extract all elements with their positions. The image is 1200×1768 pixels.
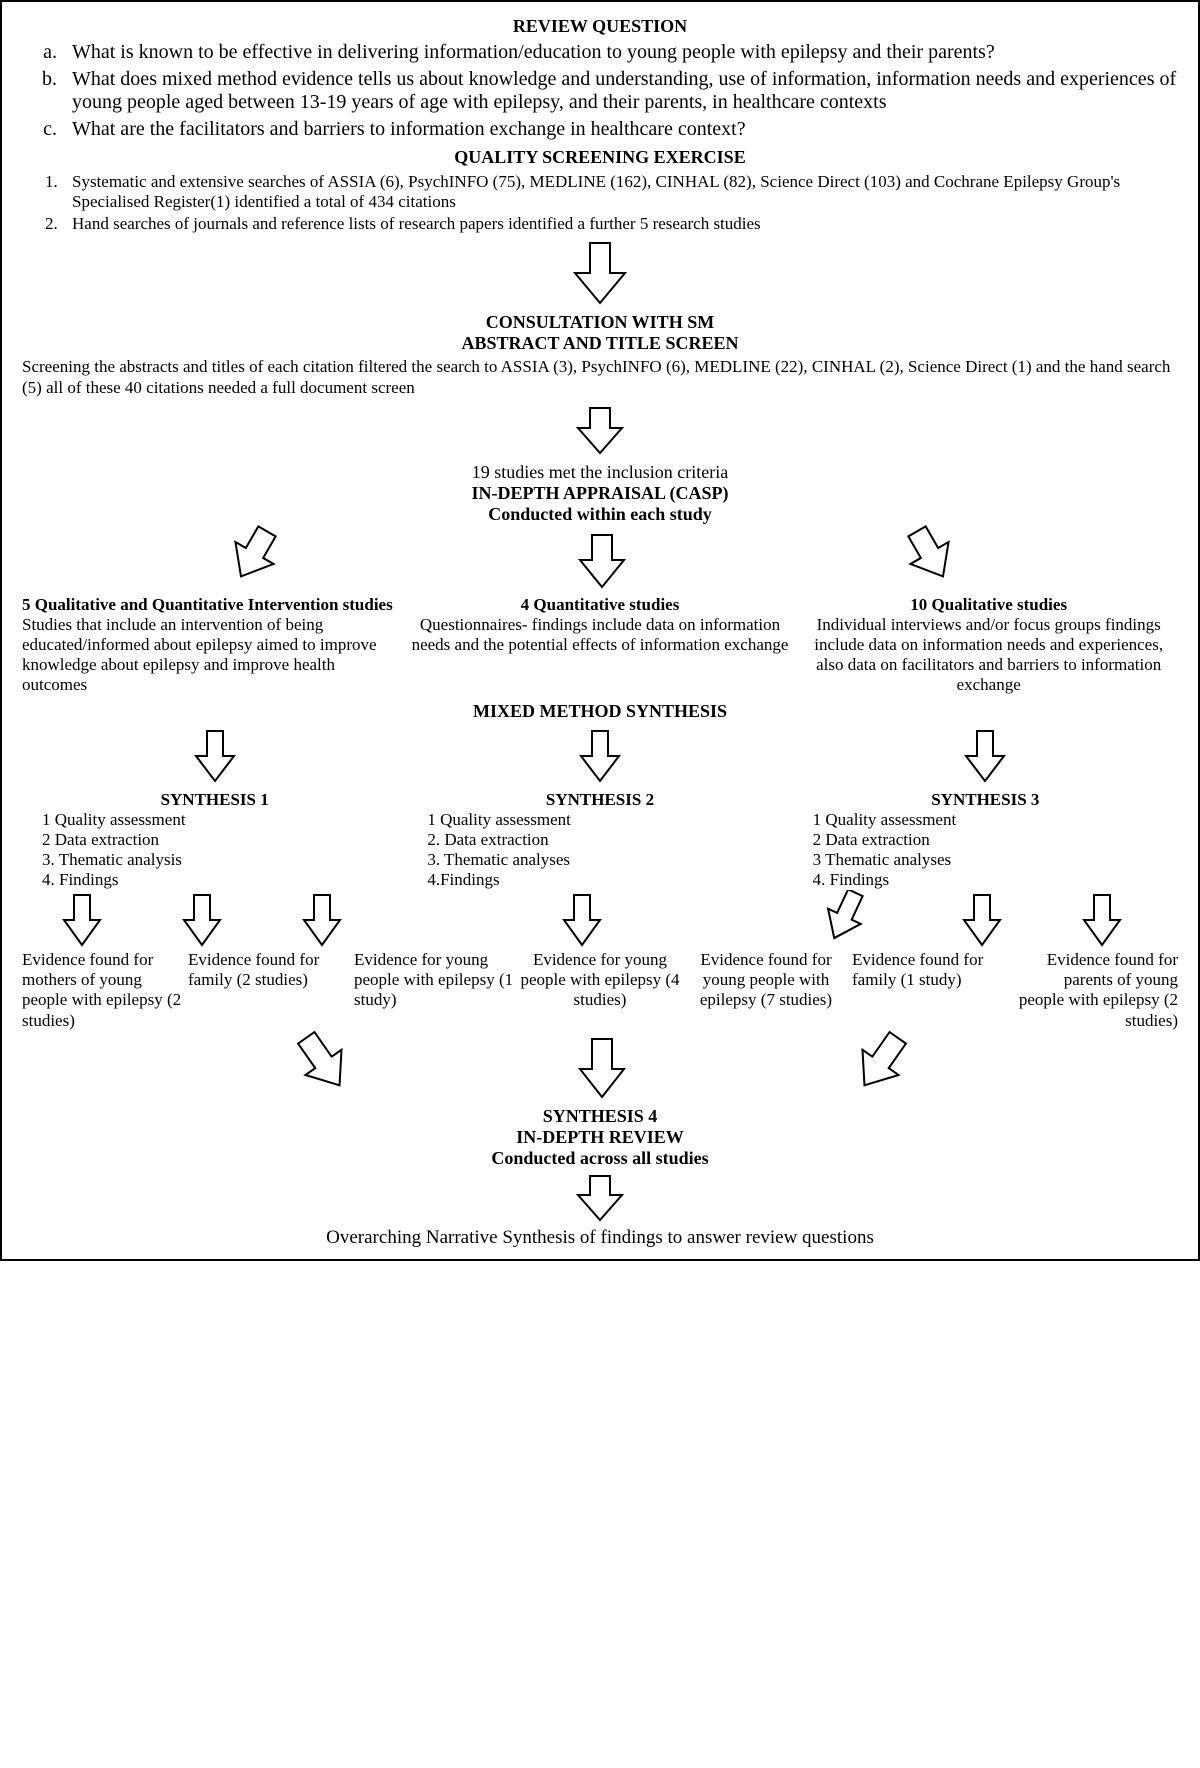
synthesis-item: 1 Quality assessment [813,810,1158,830]
synthesis-item: 3. Thematic analysis [42,850,387,870]
synthesis-item: 1 Quality assessment [42,810,387,830]
arrow-down-icon [575,726,625,786]
quality-screening-title: QUALITY SCREENING EXERCISE [22,147,1178,168]
synthesis-heading: SYNTHESIS 3 [813,790,1158,810]
evidence-text: Evidence found for young people with epi… [686,950,846,1011]
consultation-text: Screening the abstracts and titles of ea… [22,356,1178,399]
consultation-title-1: CONSULTATION WITH SM [22,312,1178,333]
appraisal-line2: IN-DEPTH APPRAISAL (CASP) [22,483,1178,504]
evidence-text: Evidence found for mothers of young peop… [22,950,182,1032]
synthesis-row: SYNTHESIS 1 1 Quality assessment 2 Data … [22,790,1178,890]
evidence-col: Evidence found for young people with epi… [686,950,846,1032]
evidence-text: Evidence found for family (1 study) [852,950,1012,991]
final-text: Overarching Narrative Synthesis of findi… [22,1227,1178,1249]
group-heading: 4 Quantitative studies [411,595,790,615]
evidence-col: Evidence for young people with epilepsy … [520,950,680,1032]
synthesis-1: SYNTHESIS 1 1 Quality assessment 2 Data … [22,790,407,890]
review-question-title: REVIEW QUESTION [22,16,1178,37]
synthesis-heading: SYNTHESIS 1 [42,790,387,810]
appraisal-line1: 19 studies met the inclusion criteria [22,462,1178,483]
list-item: Systematic and extensive searches of ASS… [62,172,1178,212]
arrow-down-icon [960,726,1010,786]
evidence-text: Evidence for young people with epilepsy … [354,950,514,1011]
list-item: What is known to be effective in deliver… [62,41,1178,64]
evidence-text: Evidence for young people with epilepsy … [520,950,680,1011]
synthesis-item: 2 Data extraction [42,830,387,850]
study-groups-row: 5 Qualitative and Quantitative Intervent… [22,595,1178,695]
group-heading: 5 Qualitative and Quantitative Intervent… [22,595,401,615]
synthesis-item: 3 Thematic analyses [813,850,1158,870]
review-question-list: What is known to be effective in deliver… [62,41,1178,141]
evidence-col: Evidence found for parents of young peop… [1018,950,1178,1032]
synthesis-item: 2. Data extraction [427,830,772,850]
group-text: Studies that include an intervention of … [22,615,401,695]
flowchart-page: REVIEW QUESTION What is known to be effe… [0,0,1200,1261]
synthesis-item: 4. Findings [813,870,1158,890]
study-group-2: 4 Quantitative studies Questionnaires- f… [411,595,790,695]
evidence-col: Evidence found for mothers of young peop… [22,950,182,1032]
list-item: What are the facilitators and barriers t… [62,118,1178,141]
synthesis4-line3: Conducted across all studies [22,1148,1178,1169]
arrow-down-icon [565,238,635,308]
synthesis4-line2: IN-DEPTH REVIEW [22,1127,1178,1148]
appraisal-line3: Conducted within each study [22,504,1178,525]
arrow-row [22,726,1178,786]
synthesis4-line1: SYNTHESIS 4 [22,1106,1178,1127]
branch-arrows-icon [22,525,1182,595]
synthesis-item: 3. Thematic analyses [427,850,772,870]
evidence-text: Evidence found for parents of young peop… [1018,950,1178,1032]
group-text: Individual interviews and/or focus group… [799,615,1178,695]
synthesis-heading: SYNTHESIS 2 [427,790,772,810]
study-group-3: 10 Qualitative studies Individual interv… [799,595,1178,695]
synthesis-item: 4. Findings [42,870,387,890]
group-heading: 10 Qualitative studies [799,595,1178,615]
group-text: Questionnaires- findings include data on… [411,615,790,655]
arrow-down-icon [570,403,630,458]
list-item: What does mixed method evidence tells us… [62,68,1178,114]
arrow-down-icon [190,726,240,786]
consultation-title-2: ABSTRACT AND TITLE SCREEN [22,333,1178,354]
arrow-down-icon [570,1173,630,1223]
synthesis-3: SYNTHESIS 3 1 Quality assessment 2 Data … [793,790,1178,890]
evidence-col: Evidence found for family (2 studies) [188,950,348,1032]
evidence-arrows-icon [22,890,1182,950]
evidence-col: Evidence for young people with epilepsy … [354,950,514,1032]
evidence-col: Evidence found for family (1 study) [852,950,1012,1032]
evidence-row: Evidence found for mothers of young peop… [22,950,1178,1032]
list-item: Hand searches of journals and reference … [62,214,1178,234]
converge-arrows-icon [22,1031,1182,1106]
synthesis-item: 4.Findings [427,870,772,890]
mixed-method-title: MIXED METHOD SYNTHESIS [22,701,1178,722]
synthesis-item: 2 Data extraction [813,830,1158,850]
evidence-text: Evidence found for family (2 studies) [188,950,348,991]
synthesis-item: 1 Quality assessment [427,810,772,830]
quality-screening-list: Systematic and extensive searches of ASS… [62,172,1178,234]
synthesis-2: SYNTHESIS 2 1 Quality assessment 2. Data… [407,790,792,890]
study-group-1: 5 Qualitative and Quantitative Intervent… [22,595,401,695]
